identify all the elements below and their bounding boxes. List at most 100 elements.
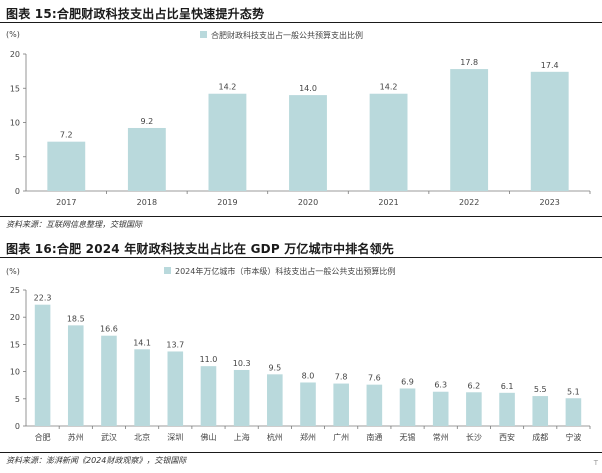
data-label: 17.8	[460, 58, 478, 67]
data-label: 7.2	[60, 131, 73, 140]
y-tick-label: 10	[10, 119, 20, 128]
page-mark: T	[593, 459, 598, 467]
y-tick-label: 20	[10, 50, 20, 59]
y-tick-label: 15	[10, 340, 20, 349]
data-label: 16.6	[100, 325, 118, 334]
data-label: 18.5	[67, 314, 85, 323]
bar	[233, 369, 250, 426]
data-label: 11.0	[200, 355, 218, 364]
x-tick-label: 宁波	[565, 432, 581, 442]
x-tick-label: 深圳	[167, 432, 183, 442]
bar	[47, 141, 86, 191]
data-label: 9.2	[140, 117, 153, 126]
bar	[450, 69, 489, 191]
legend-label: 2024年万亿城市（市本级）科技支出占一般公共支出预算比例	[175, 266, 395, 276]
x-tick-label: 北京	[134, 432, 150, 442]
bar	[565, 398, 582, 426]
data-label: 6.3	[434, 381, 447, 390]
data-label: 5.1	[567, 387, 580, 396]
data-label: 13.7	[166, 340, 184, 349]
bar	[369, 93, 408, 191]
data-label: 6.2	[468, 381, 481, 390]
x-tick-label: 西安	[499, 432, 515, 442]
data-label: 6.1	[501, 382, 514, 391]
y-tick-label: 0	[15, 422, 20, 431]
legend: 合肥财政科技支出占一般公共预算支出比例	[200, 30, 363, 40]
y-tick-label: 5	[15, 153, 20, 162]
bar	[67, 325, 84, 426]
x-tick-label: 无锡	[400, 433, 416, 442]
bar	[366, 384, 383, 426]
chart1-source-note: 资料来源：互联网信息整理，交银国际	[6, 220, 142, 229]
x-tick-label: 武汉	[101, 432, 117, 442]
chart1-bottom-rule	[0, 216, 602, 217]
legend-label: 合肥财政科技支出占一般公共预算支出比例	[211, 30, 363, 40]
x-tick-label: 杭州	[267, 432, 283, 442]
x-tick-label: 2017	[56, 198, 76, 207]
data-label: 14.2	[219, 83, 237, 92]
legend-swatch	[200, 31, 207, 38]
data-label: 10.3	[233, 359, 251, 368]
data-label: 8.0	[302, 371, 315, 380]
chart2-title: 图表 16:合肥 2024 年财政科技支出占比在 GDP 万亿城市中排名领先	[6, 242, 394, 256]
data-label: 7.8	[335, 373, 348, 382]
bar	[499, 392, 515, 426]
x-tick-label: 苏州	[68, 432, 84, 442]
bar	[532, 396, 549, 426]
bar	[399, 388, 416, 426]
bar	[134, 349, 150, 426]
y-tick-label: 10	[10, 368, 20, 377]
bar	[267, 374, 283, 426]
x-tick-label: 上海	[234, 432, 250, 442]
x-tick-label: 2023	[540, 198, 560, 207]
bar	[200, 366, 217, 426]
y-tick-label: 20	[10, 313, 20, 322]
y-tick-label: 15	[10, 84, 20, 93]
x-tick-label: 2021	[378, 198, 398, 207]
x-tick-label: 长沙	[466, 432, 482, 442]
data-label: 22.3	[34, 294, 52, 303]
x-tick-label: 成都	[532, 432, 548, 442]
data-label: 6.9	[401, 377, 414, 386]
data-label: 7.6	[368, 374, 381, 383]
data-label: 14.1	[133, 338, 151, 347]
data-label: 14.0	[299, 84, 317, 93]
chart2-top-rule	[0, 257, 602, 258]
bar	[167, 351, 184, 426]
x-tick-label: 广州	[333, 432, 349, 442]
data-label: 5.5	[534, 385, 547, 394]
x-tick-label: 合肥	[35, 432, 51, 442]
bar	[300, 382, 316, 426]
x-tick-label: 郑州	[300, 432, 316, 442]
chart1-title: 图表 15:合肥财政科技支出占比呈快速提升态势	[6, 7, 265, 21]
chart2-bottom-rule	[0, 452, 602, 453]
bar	[208, 93, 247, 191]
data-label: 14.2	[380, 83, 398, 92]
y-tick-label: 5	[15, 395, 20, 404]
chart2-source-note: 资料来源：澎湃新闻《2024财政观察》，交银国际	[6, 456, 187, 465]
unit-label: (%)	[6, 30, 20, 39]
chart1-plot: (%) 合肥财政科技支出占一般公共预算支出比例 0 5 10 15 20 7.2 2017 9.2…	[6, 30, 591, 207]
x-tick-label: 2019	[217, 198, 237, 207]
bar	[530, 71, 569, 191]
legend: 2024年万亿城市（市本级）科技支出占一般公共支出预算比例	[164, 266, 395, 276]
x-tick-label: 2022	[459, 198, 479, 207]
legend-swatch	[164, 267, 171, 274]
bar	[34, 304, 51, 426]
y-tick-label: 25	[10, 286, 20, 295]
x-tick-label: 常州	[433, 433, 449, 442]
x-tick-label: 2018	[137, 198, 157, 207]
bar	[466, 392, 482, 426]
chart1-top-rule	[0, 22, 602, 23]
x-tick-label: 2020	[298, 198, 318, 207]
chart2-plot: (%) 2024年万亿城市（市本级）科技支出占一般公共支出预算比例 0 5 10 15 20…	[6, 266, 591, 442]
bar	[101, 335, 117, 426]
bar	[127, 127, 166, 191]
x-tick-label: 南通	[366, 432, 382, 442]
y-tick-label: 0	[15, 187, 20, 196]
data-label: 9.5	[268, 363, 281, 372]
bar	[333, 383, 349, 426]
data-label: 17.4	[541, 61, 559, 70]
bar	[289, 95, 327, 191]
unit-label: (%)	[6, 267, 20, 276]
